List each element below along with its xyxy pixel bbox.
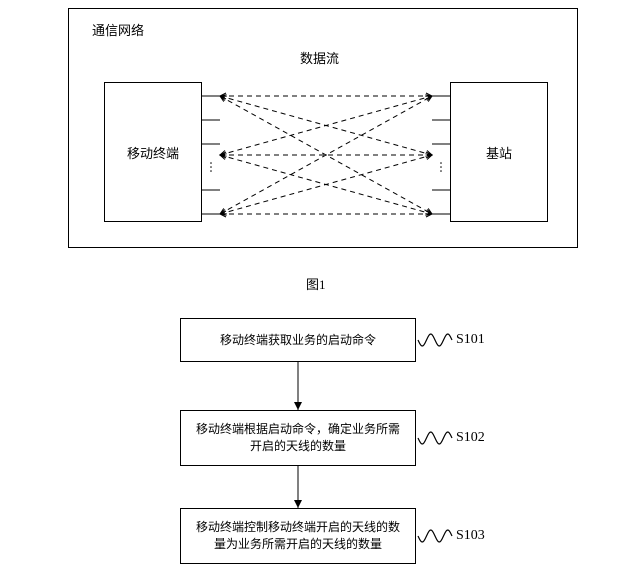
- diagram-overlay: [0, 0, 640, 572]
